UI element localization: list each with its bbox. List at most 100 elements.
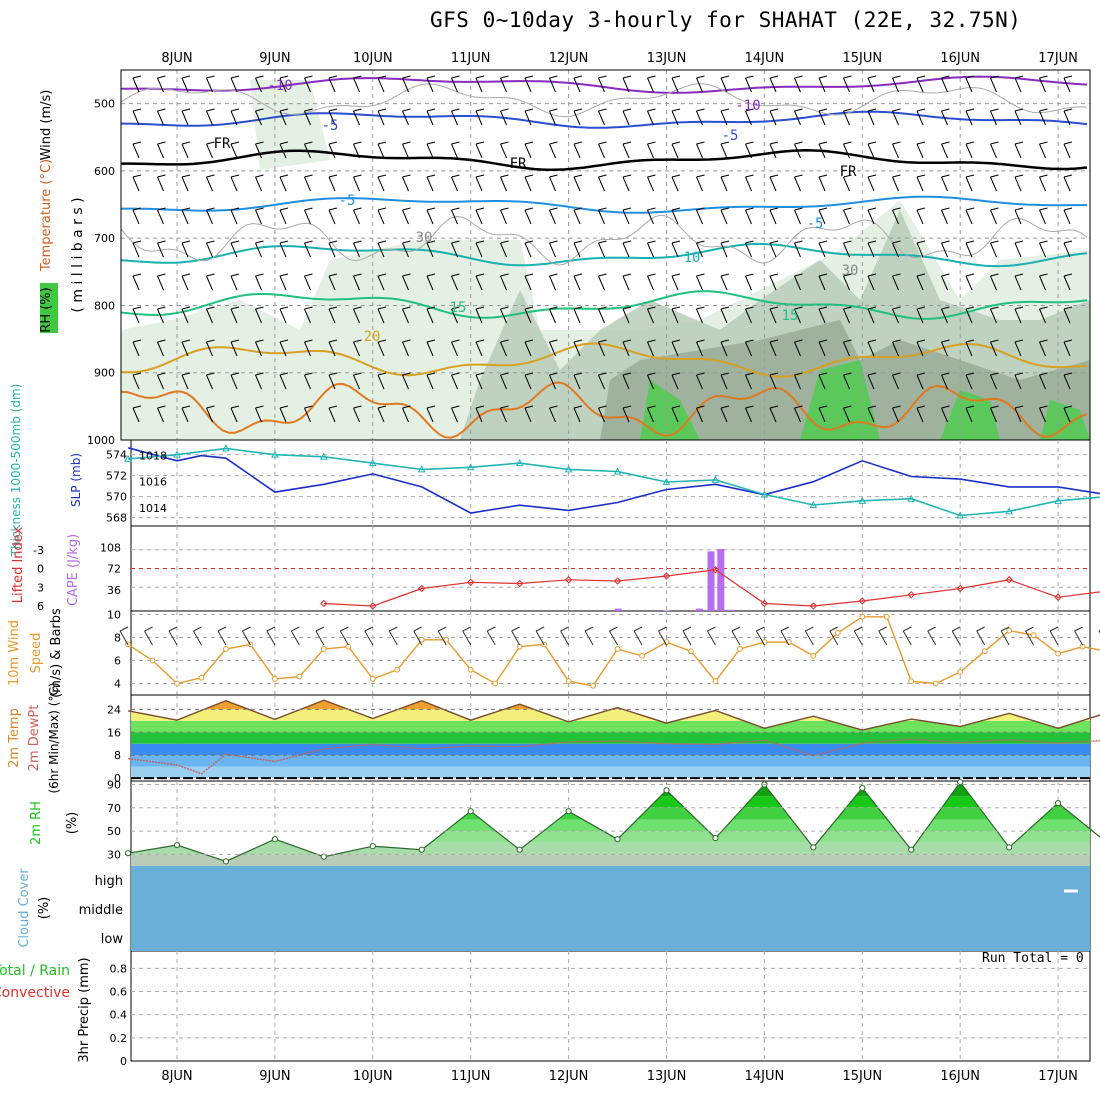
wind-barb xyxy=(769,240,779,258)
wind-barb-flag xyxy=(1039,339,1048,343)
wind10-barb xyxy=(1025,626,1035,646)
wind-barb-flag xyxy=(206,141,215,145)
wind-barb-staff xyxy=(769,407,777,423)
wind-barb-flag xyxy=(230,339,240,343)
wind-barb-flag xyxy=(720,306,730,310)
wind-barb xyxy=(720,75,730,93)
wind-barb-staff xyxy=(573,176,581,192)
wind-barb-staff xyxy=(279,242,287,258)
wind10-marker xyxy=(198,674,205,681)
wind-barb-staff xyxy=(181,275,189,291)
wind-barb-staff xyxy=(255,143,262,159)
lifted-index-marker xyxy=(956,584,964,593)
wind-barb xyxy=(867,372,877,390)
wind-barb-staff xyxy=(720,374,728,390)
wind-barb xyxy=(1014,240,1024,258)
wind10-marker xyxy=(859,613,866,620)
wind-barb xyxy=(524,306,534,324)
precip-ytick: 0.8 xyxy=(110,962,128,975)
wind-barb-staff xyxy=(549,143,556,159)
wind-barb xyxy=(304,306,313,324)
wind-barb-flag xyxy=(181,108,191,112)
wind10-marker xyxy=(981,648,988,655)
wind-barb-flag xyxy=(157,108,166,112)
wind-barb-staff xyxy=(377,407,385,423)
wind-barb xyxy=(965,339,975,357)
wind-barb-flag xyxy=(402,273,411,277)
wind10-barb xyxy=(217,626,227,646)
wind-barb-staff xyxy=(990,407,997,423)
wind-barb-staff xyxy=(573,77,581,93)
wind-barb-flag xyxy=(451,75,460,79)
wind10-barb-staff xyxy=(511,630,521,646)
wind-barb xyxy=(867,174,877,192)
thickness-marker xyxy=(613,467,622,475)
bottom-day-label: 12JUN xyxy=(549,1069,589,1084)
wind-barb-flag xyxy=(451,141,460,145)
wind-barb-flag xyxy=(377,240,387,244)
wind-barb-flag xyxy=(426,306,436,310)
wind-barb xyxy=(573,141,583,159)
wind-barb xyxy=(353,240,362,258)
wind-barb-flag xyxy=(598,108,607,112)
wind-barb-flag xyxy=(769,141,779,145)
wind-barb-staff xyxy=(892,77,899,93)
wind-barb-staff xyxy=(549,374,556,390)
wind-barb-staff xyxy=(304,407,311,423)
wind-barb-staff xyxy=(843,77,850,93)
wind-barb xyxy=(1039,75,1048,93)
wind-barb-staff xyxy=(794,341,801,357)
wind-barb-flag xyxy=(377,108,387,112)
wind-barb-staff xyxy=(867,341,875,357)
wind-barb-flag xyxy=(573,207,583,211)
wind-barb-staff xyxy=(769,143,777,159)
wind-barb-flag xyxy=(892,339,901,343)
wind10-barb-staff xyxy=(437,630,447,646)
wind10-barb-staff xyxy=(584,630,594,646)
wind-barb-staff xyxy=(843,143,850,159)
wind10-barb-flag xyxy=(119,626,129,632)
wind-barb xyxy=(1014,174,1024,192)
wind10-marker xyxy=(1030,632,1037,639)
thickness-marker xyxy=(271,450,279,458)
wind-barb xyxy=(206,306,215,324)
wind-barb xyxy=(181,141,191,159)
wind-barb xyxy=(843,372,852,390)
wind-barb-staff xyxy=(598,308,605,324)
wind-barb-flag xyxy=(255,141,264,145)
wind-barb-flag xyxy=(671,207,681,211)
wind-barb-staff xyxy=(500,308,507,324)
wind-barb xyxy=(1039,207,1048,225)
wind-barb-flag xyxy=(181,273,191,277)
wind-barb-flag xyxy=(157,372,166,376)
wind-barb xyxy=(230,141,240,159)
wind-barb-staff xyxy=(206,143,213,159)
wind-barb xyxy=(941,174,950,192)
wind-barb-staff xyxy=(671,143,679,159)
wind-barb-flag xyxy=(1039,372,1048,376)
wind-barb xyxy=(573,207,583,225)
bottom-day-label: 10JUN xyxy=(353,1069,393,1084)
wind-barb xyxy=(769,174,779,192)
wind-barb-flag xyxy=(867,207,877,211)
wind-barb xyxy=(598,108,607,126)
wind-barb-flag xyxy=(132,75,142,79)
wind-barb-flag xyxy=(157,141,166,145)
wind10-marker xyxy=(565,678,572,685)
wind10-barb-flag xyxy=(707,626,716,632)
wind-barb-staff xyxy=(279,77,287,93)
wind-barb xyxy=(279,207,289,225)
contour-label: -10 xyxy=(735,98,760,114)
wind-barb-flag xyxy=(549,339,558,343)
wind-barb-staff xyxy=(941,110,948,126)
wind-barb xyxy=(353,339,362,357)
wind10-barb-staff xyxy=(804,630,814,646)
wind-barb xyxy=(843,141,852,159)
wind-barb xyxy=(500,174,509,192)
rh-contour-1 xyxy=(121,83,1088,118)
wind-barb-staff xyxy=(720,242,728,258)
wind-barb-flag xyxy=(843,108,852,112)
lifted-index-marker xyxy=(564,576,573,584)
wind-barb xyxy=(451,174,460,192)
wind-barb-flag xyxy=(671,240,681,244)
